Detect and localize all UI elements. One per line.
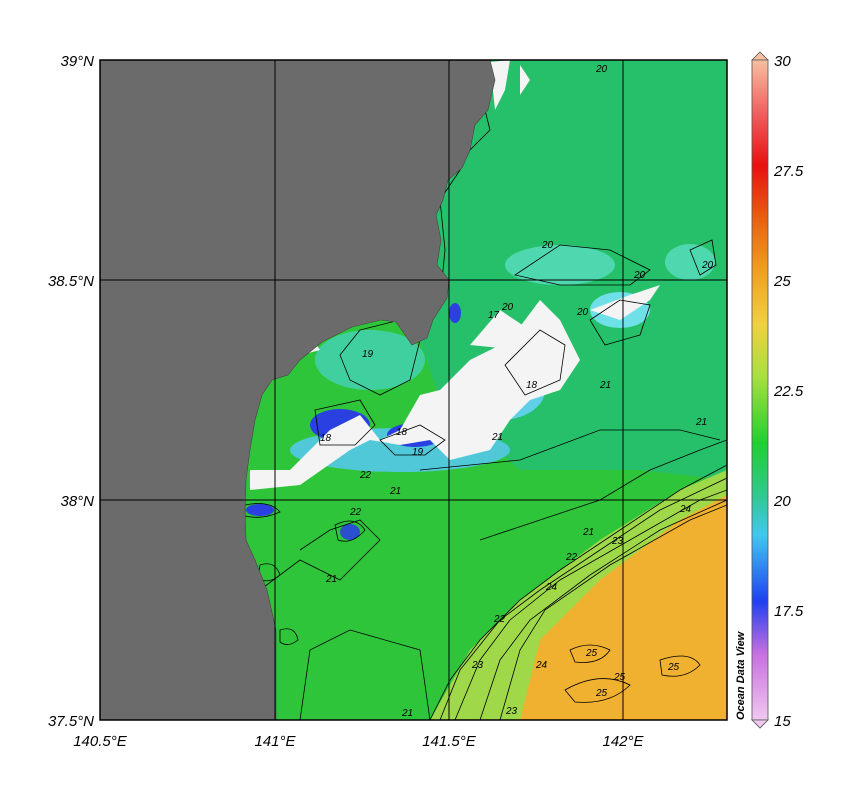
contour-label: 23 bbox=[611, 536, 624, 547]
contour-label: 20 bbox=[541, 240, 554, 251]
contour-label: 22 bbox=[359, 470, 372, 481]
cold-core bbox=[246, 504, 274, 516]
contour-label: 20 bbox=[501, 302, 514, 313]
contour-label: 20 bbox=[595, 64, 608, 75]
contour-label: 22 bbox=[493, 614, 506, 625]
contour-label: 24 bbox=[679, 504, 692, 515]
cool-patch bbox=[665, 244, 715, 280]
colorbar: 30 27.5 25 22.5 20 17.5 15 Ocean Data Vi… bbox=[735, 51, 804, 730]
colorbar-tick-label: 27.5 bbox=[773, 163, 804, 180]
colorbar-max-arrow bbox=[751, 51, 769, 61]
contour-label: 21 bbox=[325, 574, 337, 585]
contour-label: 20 bbox=[701, 260, 714, 271]
colorbar-min-arrow bbox=[751, 719, 769, 729]
cool-patch bbox=[505, 245, 615, 285]
colorbar-tick-label: 22.5 bbox=[773, 383, 804, 400]
land-mass bbox=[100, 60, 496, 720]
contour-label: 20 bbox=[633, 270, 646, 281]
odv-watermark: Ocean Data View bbox=[735, 630, 747, 720]
contour-label: 24 bbox=[545, 582, 558, 593]
lon-axis: 140.5°E 141°E 141.5°E 142°E bbox=[73, 733, 644, 750]
contour-label: 21 bbox=[582, 527, 594, 538]
contour-label: 22 bbox=[349, 507, 362, 518]
lat-tick-label: 37.5°N bbox=[48, 713, 94, 730]
colorbar-tick-label: 30 bbox=[774, 53, 791, 70]
no-data-gap bbox=[520, 65, 530, 95]
contour-label: 25 bbox=[595, 688, 608, 699]
contour-label: 20 bbox=[576, 307, 589, 318]
contour-label: 18 bbox=[396, 427, 408, 438]
no-data-gap bbox=[470, 310, 530, 350]
contour-label: 23 bbox=[505, 706, 518, 717]
contour-label: 19 bbox=[412, 447, 424, 458]
contour-label: 24 bbox=[535, 660, 548, 671]
contour-label: 21 bbox=[401, 708, 413, 719]
contour-label: 23 bbox=[471, 660, 484, 671]
cold-core bbox=[340, 524, 360, 540]
lat-tick-label: 38°N bbox=[60, 493, 94, 510]
contour-label: 18 bbox=[320, 433, 332, 444]
lat-tick-label: 39°N bbox=[60, 53, 94, 70]
no-data-gap bbox=[490, 60, 510, 110]
grid-lines bbox=[100, 60, 727, 720]
contour-label: 19 bbox=[362, 349, 374, 360]
contour-label: 17 bbox=[488, 310, 500, 321]
map-frame bbox=[99, 59, 728, 721]
lon-tick-label: 140.5°E bbox=[73, 733, 128, 750]
contour-label: 25 bbox=[613, 672, 626, 683]
contour-label: 25 bbox=[667, 662, 680, 673]
contour-label-group: 20 20 20 20 20 20 21 21 21 21 21 21 21 1… bbox=[320, 64, 714, 719]
lon-tick-label: 141.5°E bbox=[422, 733, 477, 750]
colorbar-tick-label: 20 bbox=[773, 493, 791, 510]
contour-lines bbox=[244, 79, 727, 720]
contour-label: 21 bbox=[491, 432, 503, 443]
contour-label: 21 bbox=[599, 380, 611, 391]
cold-core bbox=[449, 303, 461, 323]
map-field: 20 20 20 20 20 20 21 21 21 21 21 21 21 1… bbox=[100, 60, 727, 720]
contour-label: 22 bbox=[565, 552, 578, 563]
cool-patch bbox=[315, 330, 425, 390]
lat-axis: 39°N 38.5°N 38°N 37.5°N bbox=[48, 53, 94, 730]
colorbar-tick-label: 17.5 bbox=[774, 603, 804, 620]
contour-label: 21 bbox=[389, 486, 401, 497]
lon-tick-label: 142°E bbox=[602, 733, 644, 750]
lat-tick-label: 38.5°N bbox=[48, 273, 94, 290]
no-data-gap bbox=[590, 285, 660, 320]
colorbar-tick-label: 15 bbox=[774, 713, 791, 730]
contour-label: 21 bbox=[695, 417, 707, 428]
contour-label: 18 bbox=[526, 380, 538, 391]
colorbar-ramp bbox=[751, 59, 769, 721]
colorbar-tick-label: 25 bbox=[773, 273, 791, 290]
contour-label: 25 bbox=[585, 648, 598, 659]
lon-tick-label: 141°E bbox=[254, 733, 296, 750]
